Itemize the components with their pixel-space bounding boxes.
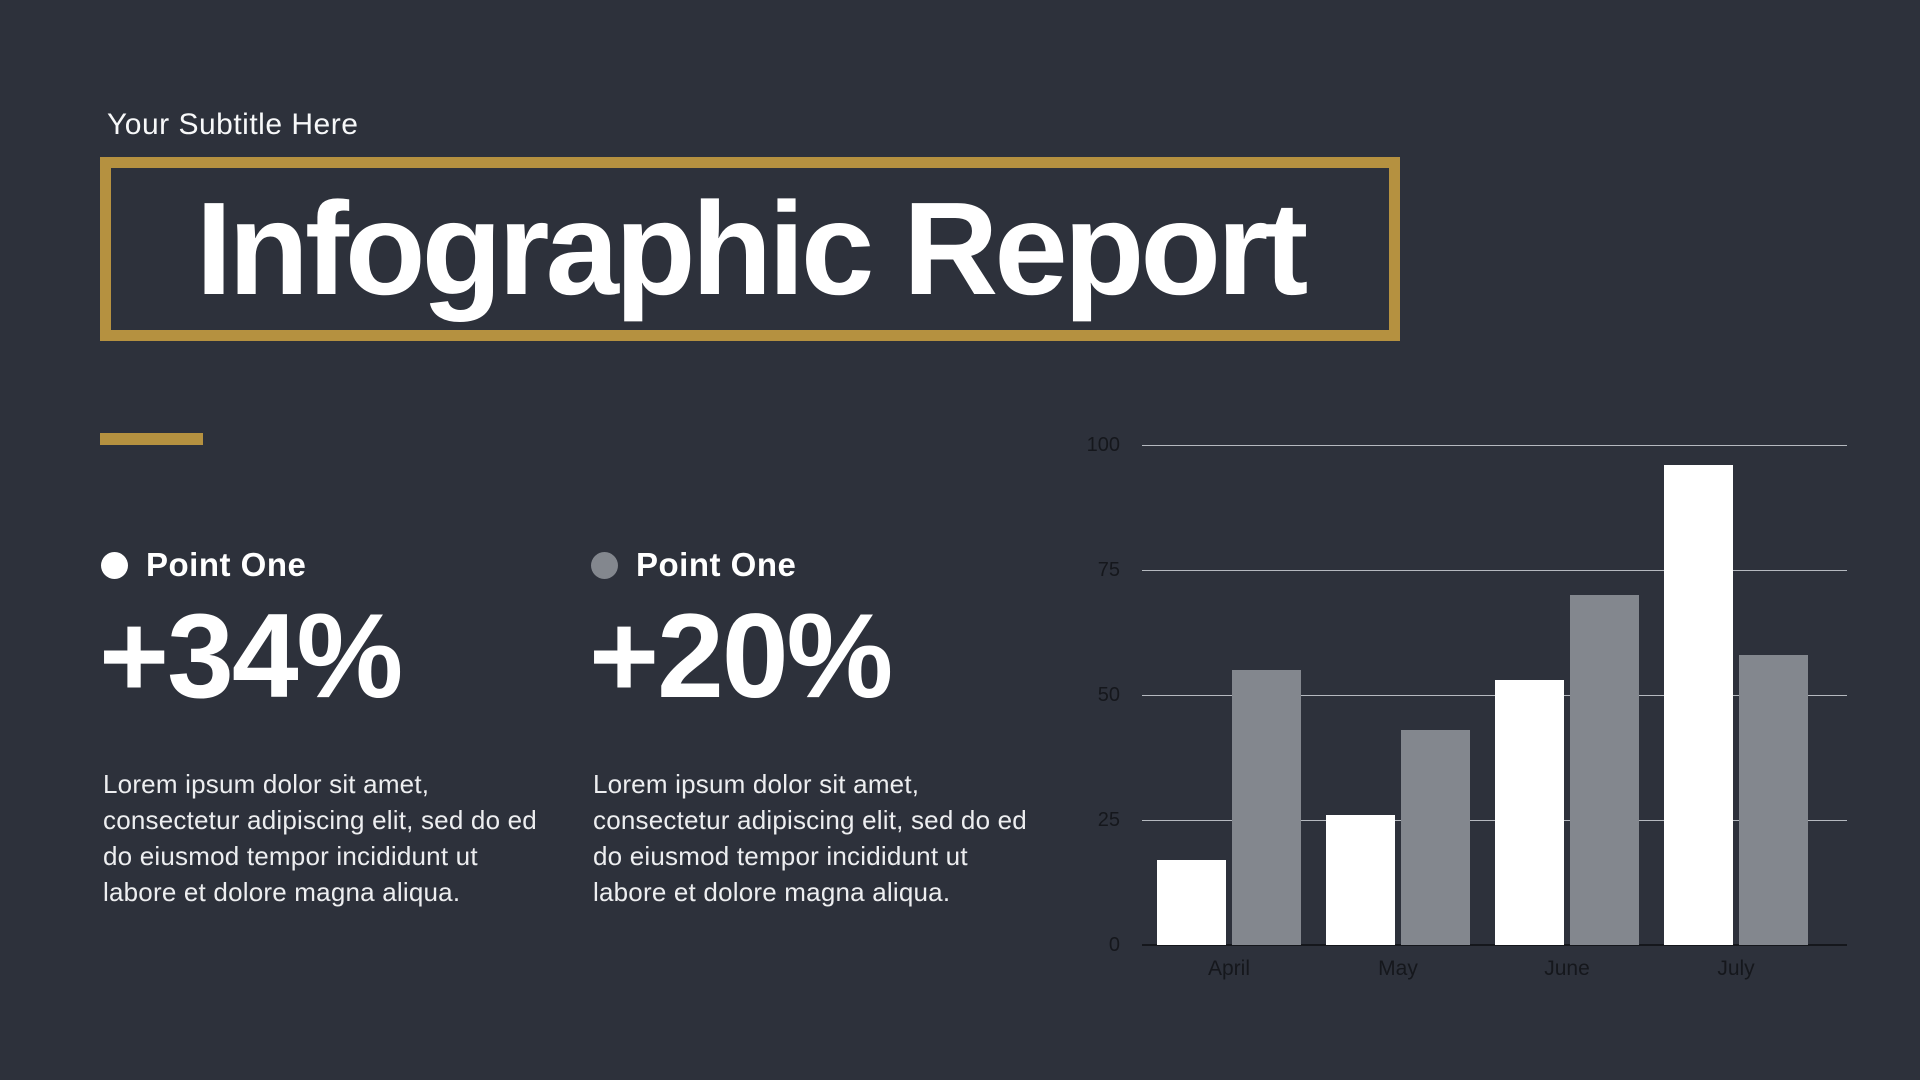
stat-point-2: Point One — [591, 546, 796, 584]
bar-gray-july — [1739, 655, 1808, 945]
page-title: Infographic Report — [195, 175, 1309, 322]
bar-white-june — [1495, 680, 1564, 945]
bar-white-may — [1326, 815, 1395, 945]
bullet-circle-icon — [101, 551, 128, 579]
x-category-label: July — [1717, 957, 1755, 980]
y-tick-label: 25 — [1097, 809, 1120, 831]
bar-gray-june — [1570, 595, 1639, 945]
gridline — [1142, 695, 1847, 696]
bar-white-july — [1664, 465, 1733, 945]
point-label: Point One — [146, 546, 307, 583]
stat-point-1: Point One — [101, 546, 306, 584]
y-tick-label: 100 — [1086, 434, 1120, 456]
stat-description: Lorem ipsum dolor sit amet, consectetur … — [593, 769, 1027, 907]
y-tick-label: 0 — [1108, 934, 1120, 956]
bar-white-april — [1157, 860, 1226, 945]
accent-dash — [100, 433, 203, 445]
gridline — [1142, 820, 1847, 821]
gridline — [1142, 445, 1847, 446]
x-category-label: May — [1378, 957, 1418, 980]
stat-value: +20% — [589, 589, 893, 723]
x-category-label: April — [1207, 957, 1250, 980]
bar-gray-april — [1232, 670, 1301, 945]
bar-gray-may — [1401, 730, 1470, 945]
stat-description: Lorem ipsum dolor sit amet, consectetur … — [103, 769, 537, 907]
title-box: Infographic Report — [100, 157, 1400, 341]
x-axis-line — [1142, 944, 1847, 946]
bullet-circle-icon — [591, 551, 618, 579]
y-tick-label: 75 — [1097, 559, 1120, 581]
stat-value: +34% — [99, 589, 403, 723]
y-tick-label: 50 — [1097, 684, 1120, 706]
gridline — [1142, 570, 1847, 571]
point-label: Point One — [636, 546, 797, 583]
bar-chart: 0 25 50 75 100 April May June July — [1087, 434, 1847, 980]
x-category-label: June — [1544, 957, 1590, 980]
slide-subtitle: Your Subtitle Here — [107, 108, 359, 141]
